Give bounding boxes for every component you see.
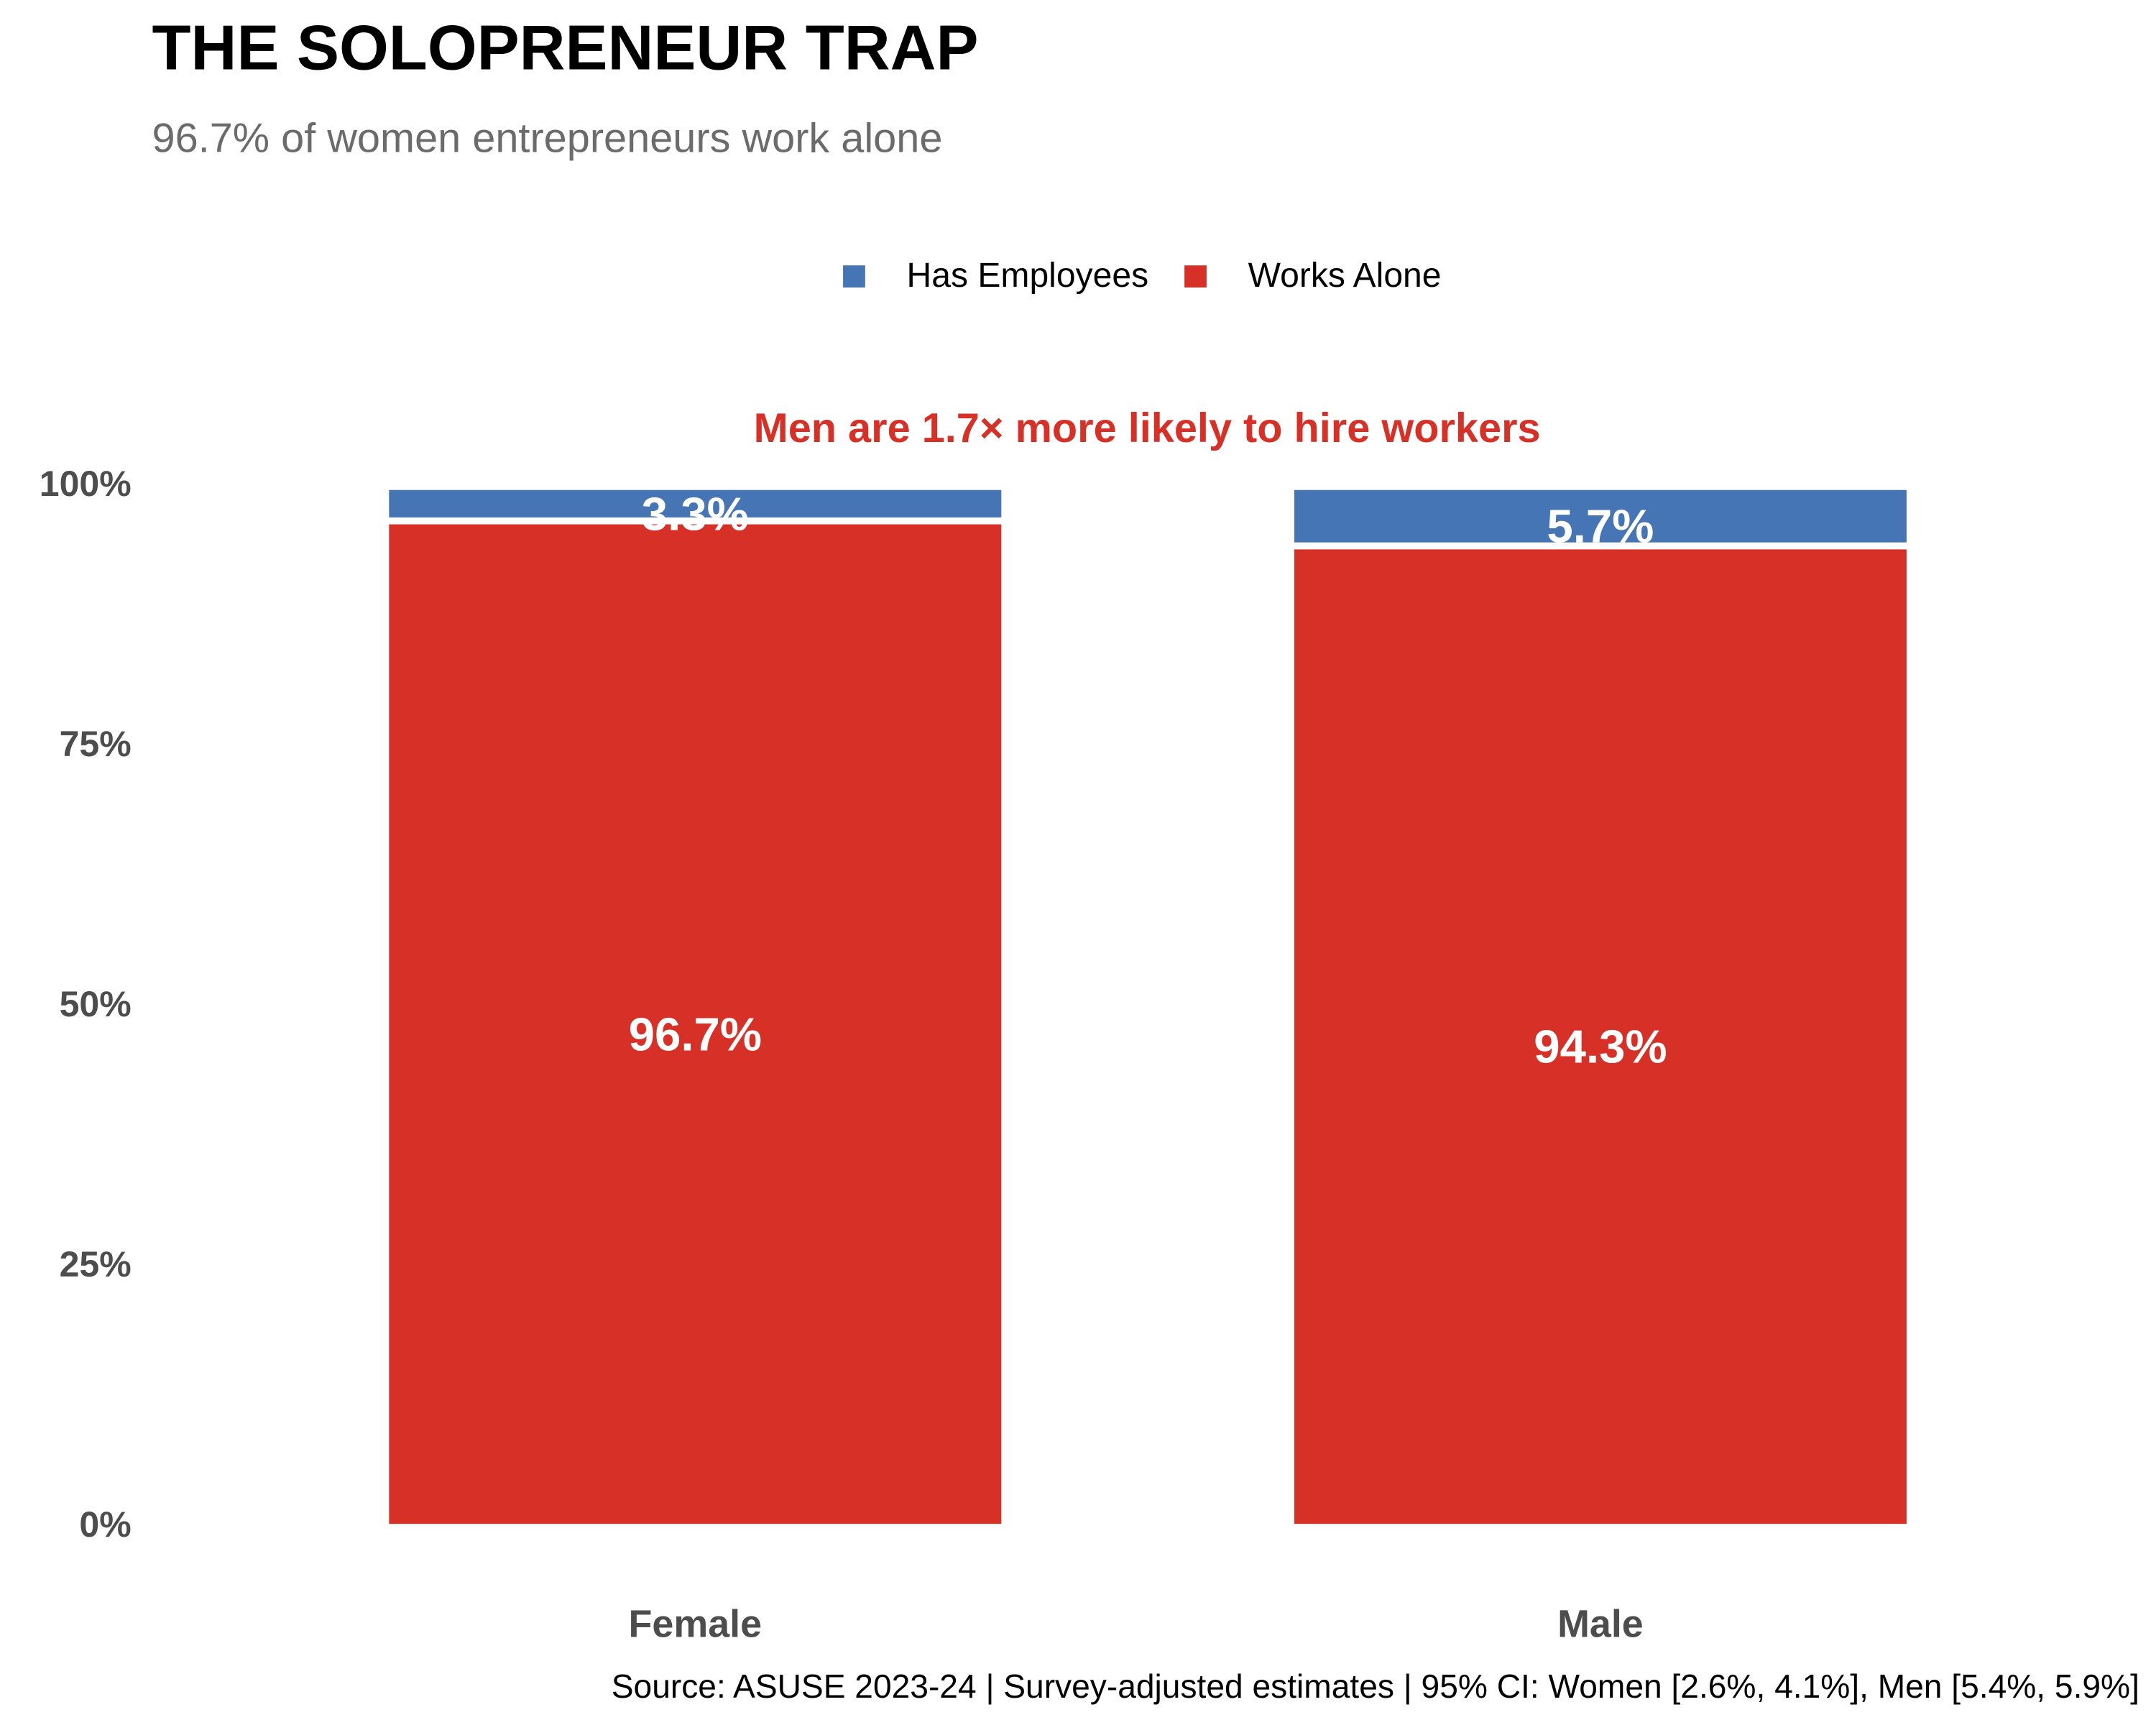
y-tick-label: 100% (40, 464, 132, 504)
legend-label: Works Alone (1248, 256, 1442, 295)
y-tick-label: 50% (60, 984, 132, 1024)
y-tick-label: 0% (79, 1504, 131, 1545)
bar-segment (382, 483, 1008, 525)
x-tick-label: Male (1557, 1603, 1644, 1646)
y-tick-label: 75% (60, 724, 132, 764)
x-tick-label: Female (629, 1603, 763, 1646)
legend-label: Has Employees (907, 256, 1149, 295)
y-tick-label: 25% (60, 1244, 132, 1284)
bar-segment (382, 517, 1008, 1531)
chart-title: THE SOLOPRENEUR TRAP (152, 12, 979, 83)
caption: Source: ASUSE 2023-24 | Survey-adjusted … (612, 1668, 2139, 1705)
chart-subtitle: 96.7% of women entrepreneurs work alone (152, 115, 943, 161)
annotation: Men are 1.7× more likely to hire workers (754, 405, 1541, 451)
legend-swatch (843, 265, 865, 288)
value-label: 94.3% (1534, 1021, 1667, 1073)
value-label: 5.7% (1547, 500, 1654, 553)
value-label: 96.7% (629, 1008, 762, 1060)
value-label: 3.3% (642, 487, 749, 540)
bar-segment (1287, 483, 1914, 550)
legend-swatch (1184, 265, 1207, 288)
